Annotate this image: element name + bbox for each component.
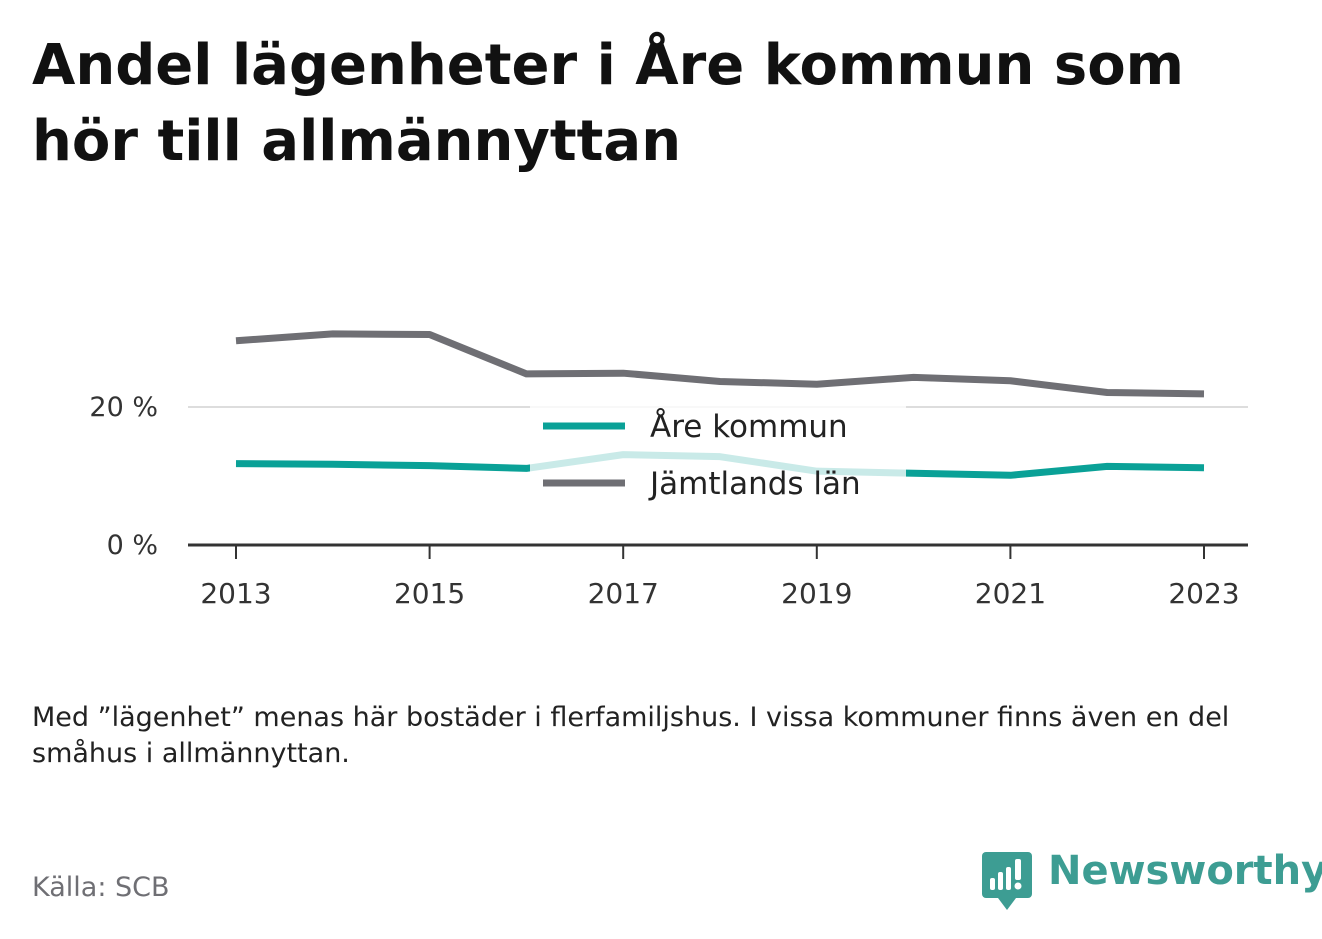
source-label: Källa: SCB xyxy=(32,872,170,903)
legend-label: Åre kommun xyxy=(650,409,848,445)
chart-note: Med ”lägenhet” menas här bostäder i fler… xyxy=(32,702,1230,769)
x-tick-label: 2013 xyxy=(200,577,271,610)
y-axis: 0 % 20 % xyxy=(89,392,158,561)
x-tick-label: 2023 xyxy=(1168,577,1239,610)
x-tick-label: 2015 xyxy=(394,577,465,610)
y-tick-label: 0 % xyxy=(107,530,158,561)
newsworthy-logo-text: Newsworthy xyxy=(1048,848,1322,894)
x-tick-label: 2021 xyxy=(975,577,1046,610)
legend-label: Jämtlands län xyxy=(648,466,861,502)
y-tick-label: 20 % xyxy=(89,392,158,423)
line-chart: 0 % 20 % 2013 2015 2017 2019 2021 2023 Åre kom… xyxy=(89,330,1248,610)
series-line-jamtlands-lan xyxy=(235,330,1205,398)
x-tick-label: 2019 xyxy=(781,577,852,610)
legend: Åre kommun Jämtlands län xyxy=(530,405,906,515)
newsworthy-logo-icon xyxy=(982,852,1032,910)
x-axis: 2013 2015 2017 2019 2021 2023 xyxy=(188,543,1248,610)
chart-title: Andel lägenheter i Åre kommun som hör ti… xyxy=(32,33,1185,174)
x-tick-label: 2017 xyxy=(588,577,659,610)
